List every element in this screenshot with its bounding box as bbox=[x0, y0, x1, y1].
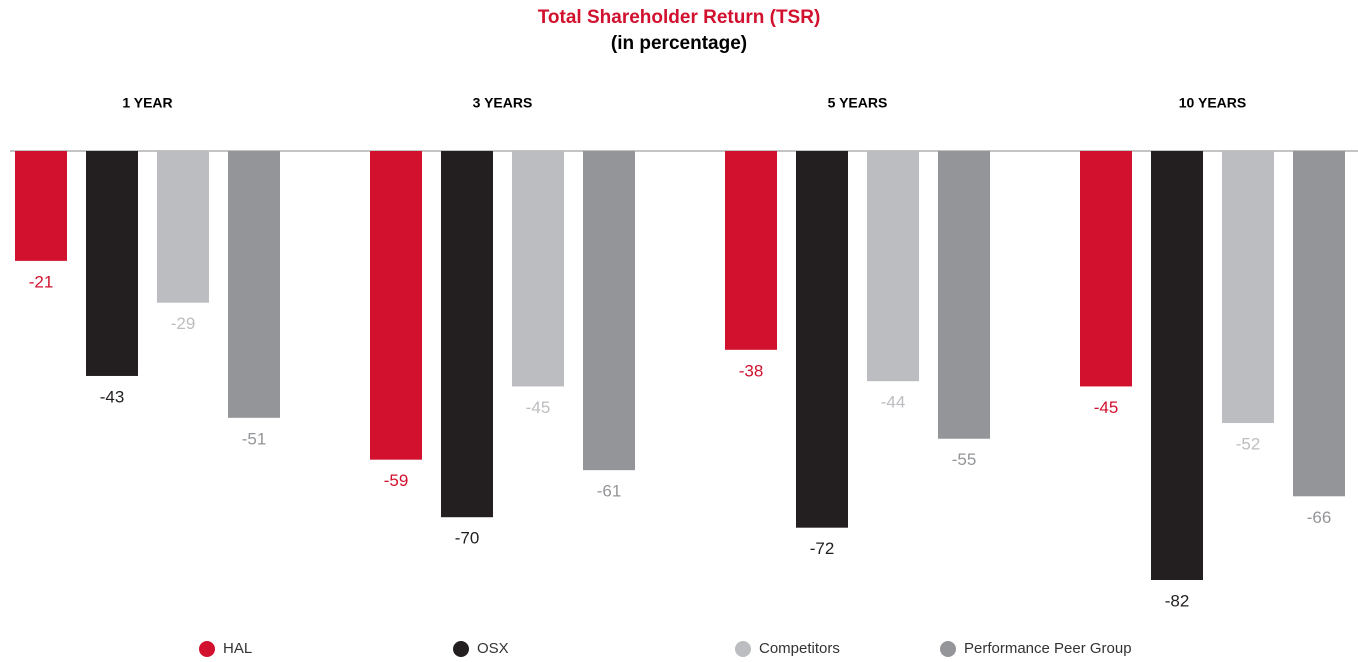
bar bbox=[1293, 151, 1345, 497]
value-label: -61 bbox=[597, 482, 622, 501]
bar bbox=[512, 151, 564, 387]
legend-marker bbox=[940, 641, 956, 657]
bar bbox=[938, 151, 990, 439]
bar bbox=[1151, 151, 1203, 580]
value-label: -38 bbox=[739, 361, 764, 380]
legend-label: HAL bbox=[223, 640, 252, 657]
value-label: -51 bbox=[242, 429, 267, 448]
value-label: -44 bbox=[881, 393, 906, 412]
bar bbox=[86, 151, 138, 376]
category-label: 5 YEARS bbox=[828, 95, 888, 111]
category-label: 10 YEARS bbox=[1179, 95, 1246, 111]
value-label: -66 bbox=[1307, 508, 1332, 527]
value-label: -45 bbox=[1094, 398, 1119, 417]
bar bbox=[1222, 151, 1274, 424]
bar bbox=[725, 151, 777, 350]
chart-subtitle: (in percentage) bbox=[611, 33, 747, 54]
chart-title: Total Shareholder Return (TSR) bbox=[538, 7, 821, 28]
bar bbox=[796, 151, 848, 528]
legend-marker bbox=[735, 641, 751, 657]
bar bbox=[157, 151, 209, 303]
value-label: -29 bbox=[171, 314, 196, 333]
legend-label: Competitors bbox=[759, 640, 840, 657]
bar bbox=[228, 151, 280, 418]
value-label: -21 bbox=[29, 272, 54, 291]
legend-marker bbox=[453, 641, 469, 657]
value-label: -72 bbox=[810, 539, 835, 558]
bar bbox=[583, 151, 635, 471]
value-label: -82 bbox=[1165, 591, 1190, 610]
bar bbox=[370, 151, 422, 460]
value-label: -55 bbox=[952, 450, 977, 469]
value-label: -45 bbox=[526, 398, 551, 417]
legend-label: Performance Peer Group bbox=[964, 640, 1132, 657]
value-label: -70 bbox=[455, 529, 480, 548]
legend-marker bbox=[199, 641, 215, 657]
bar bbox=[15, 151, 67, 261]
value-label: -59 bbox=[384, 471, 409, 490]
bar bbox=[1080, 151, 1132, 387]
value-label: -43 bbox=[100, 387, 125, 406]
category-label: 1 YEAR bbox=[122, 95, 172, 111]
bar bbox=[867, 151, 919, 382]
category-label: 3 YEARS bbox=[473, 95, 533, 111]
legend-label: OSX bbox=[477, 640, 509, 657]
bar bbox=[441, 151, 493, 518]
value-label: -52 bbox=[1236, 435, 1261, 454]
